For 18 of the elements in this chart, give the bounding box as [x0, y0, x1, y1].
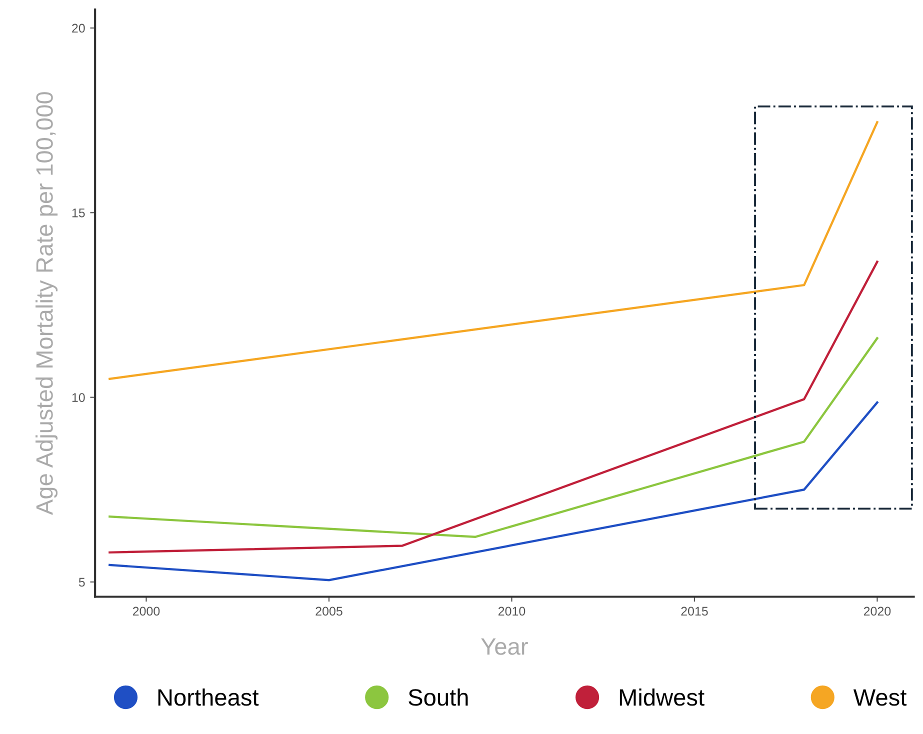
line-series — [108, 337, 878, 538]
y-tick-label: 15 — [72, 208, 85, 218]
x-tick-label: 2015 — [681, 606, 708, 616]
x-axis-title: Year — [481, 638, 528, 655]
y-tick-label: 20 — [72, 24, 85, 33]
y-axis-title: Age Adjusted Mortality Rate per 100,000 — [36, 92, 58, 516]
legend-label: Northeast — [158, 688, 259, 706]
x-tick-label: 2000 — [132, 606, 160, 616]
legend-label: South — [408, 688, 468, 706]
line-series — [108, 401, 878, 582]
y-tick-label: 10 — [72, 393, 85, 402]
y-tick-label: 5 — [78, 578, 85, 587]
x-tick-label: 2020 — [864, 606, 891, 616]
legend-label: Midwest — [620, 688, 704, 706]
x-tick-label: 2010 — [498, 606, 526, 616]
line-series — [108, 260, 878, 554]
x-tick-label: 2005 — [316, 606, 342, 616]
legend-label: West — [853, 689, 907, 706]
